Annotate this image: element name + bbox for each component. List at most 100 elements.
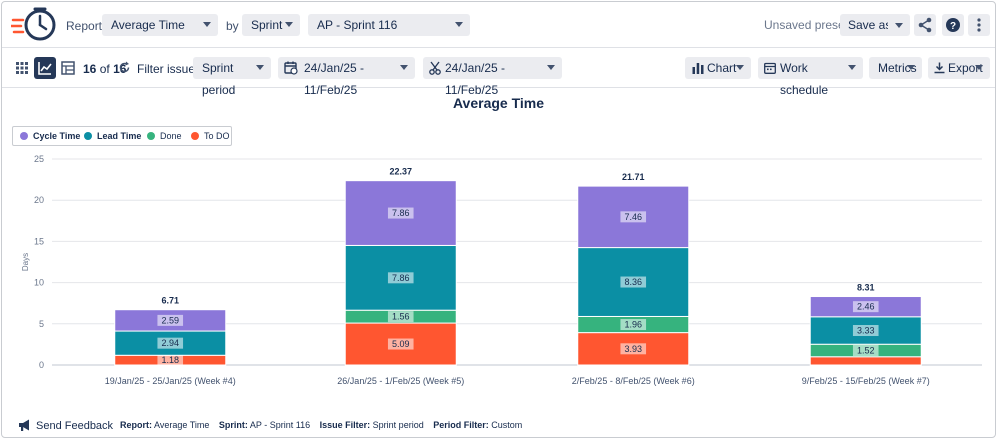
issue-count-total: 16 — [113, 62, 127, 76]
legend-label: Cycle Time — [33, 131, 81, 141]
bar-total-label: 22.37 — [389, 167, 412, 177]
by-label: by — [226, 19, 239, 33]
data-label: 1.96 — [624, 320, 642, 330]
data-label: 1.18 — [161, 355, 179, 365]
data-label: 2.94 — [161, 338, 179, 348]
chart-view-button[interactable] — [34, 57, 56, 79]
unsaved-preset: Unsaved preset — [764, 18, 849, 32]
metrics-select[interactable]: Metrics — [869, 57, 922, 79]
data-label: 7.86 — [392, 273, 410, 283]
legend-item-todo[interactable]: To DO — [191, 131, 230, 141]
chevron-down-icon — [256, 65, 264, 70]
refresh-icon[interactable] — [118, 61, 131, 74]
chevron-down-icon — [285, 22, 293, 27]
chevron-down-icon — [455, 22, 463, 27]
data-label-bg — [852, 344, 879, 356]
data-label: 7.46 — [624, 212, 642, 222]
chart-legend: Cycle Time Lead Time Done To DO — [12, 126, 232, 146]
data-label-bg — [620, 276, 647, 288]
table-icon — [61, 61, 75, 75]
data-label-bg — [620, 211, 647, 223]
chevron-down-icon — [895, 23, 903, 28]
filter-issues-select[interactable]: Sprint period — [193, 57, 271, 97]
chart-type-value: Chart — [707, 61, 737, 75]
group-by-value: Sprint — [251, 18, 283, 32]
report-footer: Send Feedback Report: Average Time Sprin… — [2, 412, 995, 436]
summary-report-key: Report: — [120, 420, 152, 430]
data-label: 5.09 — [392, 339, 410, 349]
report-select[interactable]: Average Time — [102, 14, 218, 36]
line-chart-icon — [38, 62, 52, 75]
y-tick-label: 15 — [34, 236, 44, 246]
grid-view-button[interactable] — [11, 57, 33, 79]
download-icon — [934, 62, 945, 74]
date-range-select[interactable]: 24/Jan/25 - 11/Feb/25 — [278, 57, 415, 97]
period-range-value: 24/Jan/25 - 11/Feb/25 — [445, 61, 506, 97]
data-label-bg — [852, 301, 879, 313]
legend-item-done[interactable]: Done — [147, 131, 182, 141]
legend-label: To DO — [204, 131, 230, 141]
report-label: Report: — [66, 19, 106, 33]
data-label: 1.56 — [392, 312, 410, 322]
y-tick-label: 25 — [34, 154, 44, 164]
group-by-select[interactable]: Sprint — [242, 14, 300, 36]
legend-dot — [84, 132, 92, 140]
data-label-bg — [620, 319, 647, 331]
x-tick-label: 19/Jan/25 - 25/Jan/25 (Week #4) — [105, 376, 236, 386]
chevron-down-icon — [907, 65, 915, 70]
filter-issues-value: Sprint period — [202, 61, 236, 97]
work-schedule-select[interactable]: Work schedule — [758, 57, 863, 97]
grid-icon — [16, 62, 28, 74]
summary-sprint-key: Sprint: — [218, 420, 248, 430]
chart-type-select[interactable]: Chart — [685, 57, 751, 79]
bar-segment — [809, 356, 922, 366]
x-tick-label: 2/Feb/25 - 8/Feb/25 (Week #6) — [572, 376, 695, 386]
data-label-bg — [157, 337, 184, 349]
y-tick-label: 0 — [39, 360, 44, 370]
share-button[interactable] — [914, 14, 936, 36]
x-tick-label: 9/Feb/25 - 15/Feb/25 (Week #7) — [802, 376, 930, 386]
bar-total-label: 6.71 — [161, 296, 179, 306]
y-tick-label: 20 — [34, 195, 44, 205]
legend-item-cycle-time[interactable]: Cycle Time — [20, 131, 80, 141]
legend-dot — [20, 132, 28, 140]
data-label: 2.59 — [161, 315, 179, 325]
save-options-button[interactable] — [888, 14, 910, 36]
bar-chart-icon — [692, 63, 704, 74]
data-label: 8.36 — [624, 277, 642, 287]
export-select[interactable]: Export — [928, 57, 990, 79]
more-options-button[interactable] — [968, 14, 990, 36]
legend-item-lead-time[interactable]: Lead Time — [84, 131, 141, 141]
data-label-bg — [387, 272, 414, 284]
period-range-select[interactable]: 24/Jan/25 - 11/Feb/25 — [423, 57, 562, 97]
summary-period-filter-key: Period Filter: — [433, 420, 489, 430]
filter-issues-label: Filter issues: — [137, 62, 205, 76]
chart-title: Average Time — [452, 95, 545, 111]
legend-dot — [191, 132, 199, 140]
sprint-select-value: AP - Sprint 116 — [317, 18, 398, 32]
save-as-button[interactable]: Save as — [840, 14, 900, 36]
data-label-bg — [852, 325, 879, 337]
stacked-bar-chart: 0 5 10 15 20 25 Days 1.18 2.94 2.59 6.71 19/Jan/25 … — [21, 154, 982, 386]
filter-toolbar: 16 of 16 Filter issues: Sprint period 24… — [2, 48, 995, 97]
y-tick-label: 5 — [39, 319, 44, 329]
export-value: Export — [948, 61, 983, 75]
sprint-select[interactable]: AP - Sprint 116 — [308, 14, 470, 36]
legend-label: Lead Time — [97, 131, 142, 141]
y-axis-label: Days — [21, 253, 30, 271]
bar-total-label: 8.31 — [857, 283, 875, 293]
y-tick-label: 10 — [34, 278, 44, 288]
legend-label: Done — [160, 131, 182, 141]
help-button[interactable]: ? — [942, 14, 964, 36]
megaphone-icon — [19, 419, 29, 431]
summary-issue-filter-key: Issue Filter: — [319, 420, 371, 430]
issue-count: 16 of 16 — [83, 62, 126, 76]
table-view-button[interactable] — [57, 57, 79, 79]
calendar-clock-icon — [284, 61, 298, 75]
data-label: 1.52 — [857, 345, 875, 355]
send-feedback-label: Send Feedback — [36, 420, 114, 432]
x-tick-label: 26/Jan/25 - 1/Feb/25 (Week #5) — [337, 376, 464, 386]
help-icon: ? — [946, 18, 960, 32]
report-select-value: Average Time — [111, 18, 185, 32]
send-feedback-link[interactable]: Send Feedback — [18, 418, 113, 432]
